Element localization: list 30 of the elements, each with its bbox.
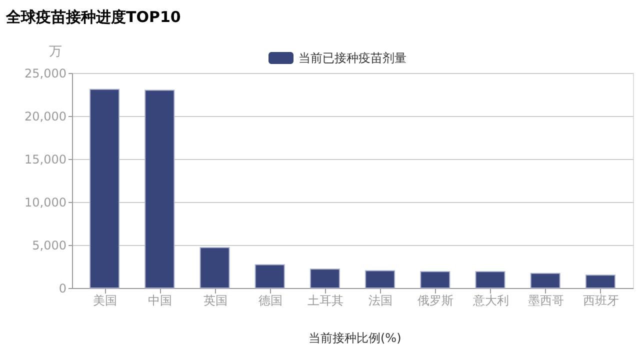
x-tick-label: 英国 [203, 294, 228, 308]
x-tick-label: 美国 [93, 294, 118, 308]
x-tick-label: 西班牙 [582, 294, 619, 308]
y-tick-label: 10,000 [24, 196, 66, 210]
chart-title: 全球疫苗接种进度TOP10 [5, 8, 181, 26]
bar [585, 274, 616, 288]
legend-label: 当前已接种疫苗剂量 [298, 51, 406, 65]
bar [475, 271, 506, 288]
x-tick-label: 俄罗斯 [418, 294, 454, 308]
bar [420, 271, 450, 288]
y-axis-title: 万 [49, 44, 62, 60]
bar [200, 247, 230, 288]
y-tick-label: 5,000 [32, 238, 66, 252]
bar [144, 90, 175, 288]
y-tick-label: 15,000 [24, 152, 66, 166]
bar [530, 272, 560, 288]
text: 当前接种比例(%) [308, 331, 402, 345]
x-tick-label: 中国 [148, 294, 172, 308]
y-tick-label: 0 [58, 282, 66, 296]
bar [365, 270, 396, 288]
bar [90, 88, 120, 288]
x-tick-label: 法国 [368, 294, 393, 308]
bar [254, 264, 285, 288]
y-tick-label: 20,000 [24, 110, 66, 124]
x-tick-label: 土耳其 [307, 294, 344, 308]
bar [310, 268, 340, 288]
x-tick-label: 墨西哥 [528, 294, 564, 308]
x-tick-label: 意大利 [472, 294, 509, 308]
x-tick-label: 德国 [258, 294, 282, 308]
y-tick-label: 25,000 [24, 66, 66, 80]
